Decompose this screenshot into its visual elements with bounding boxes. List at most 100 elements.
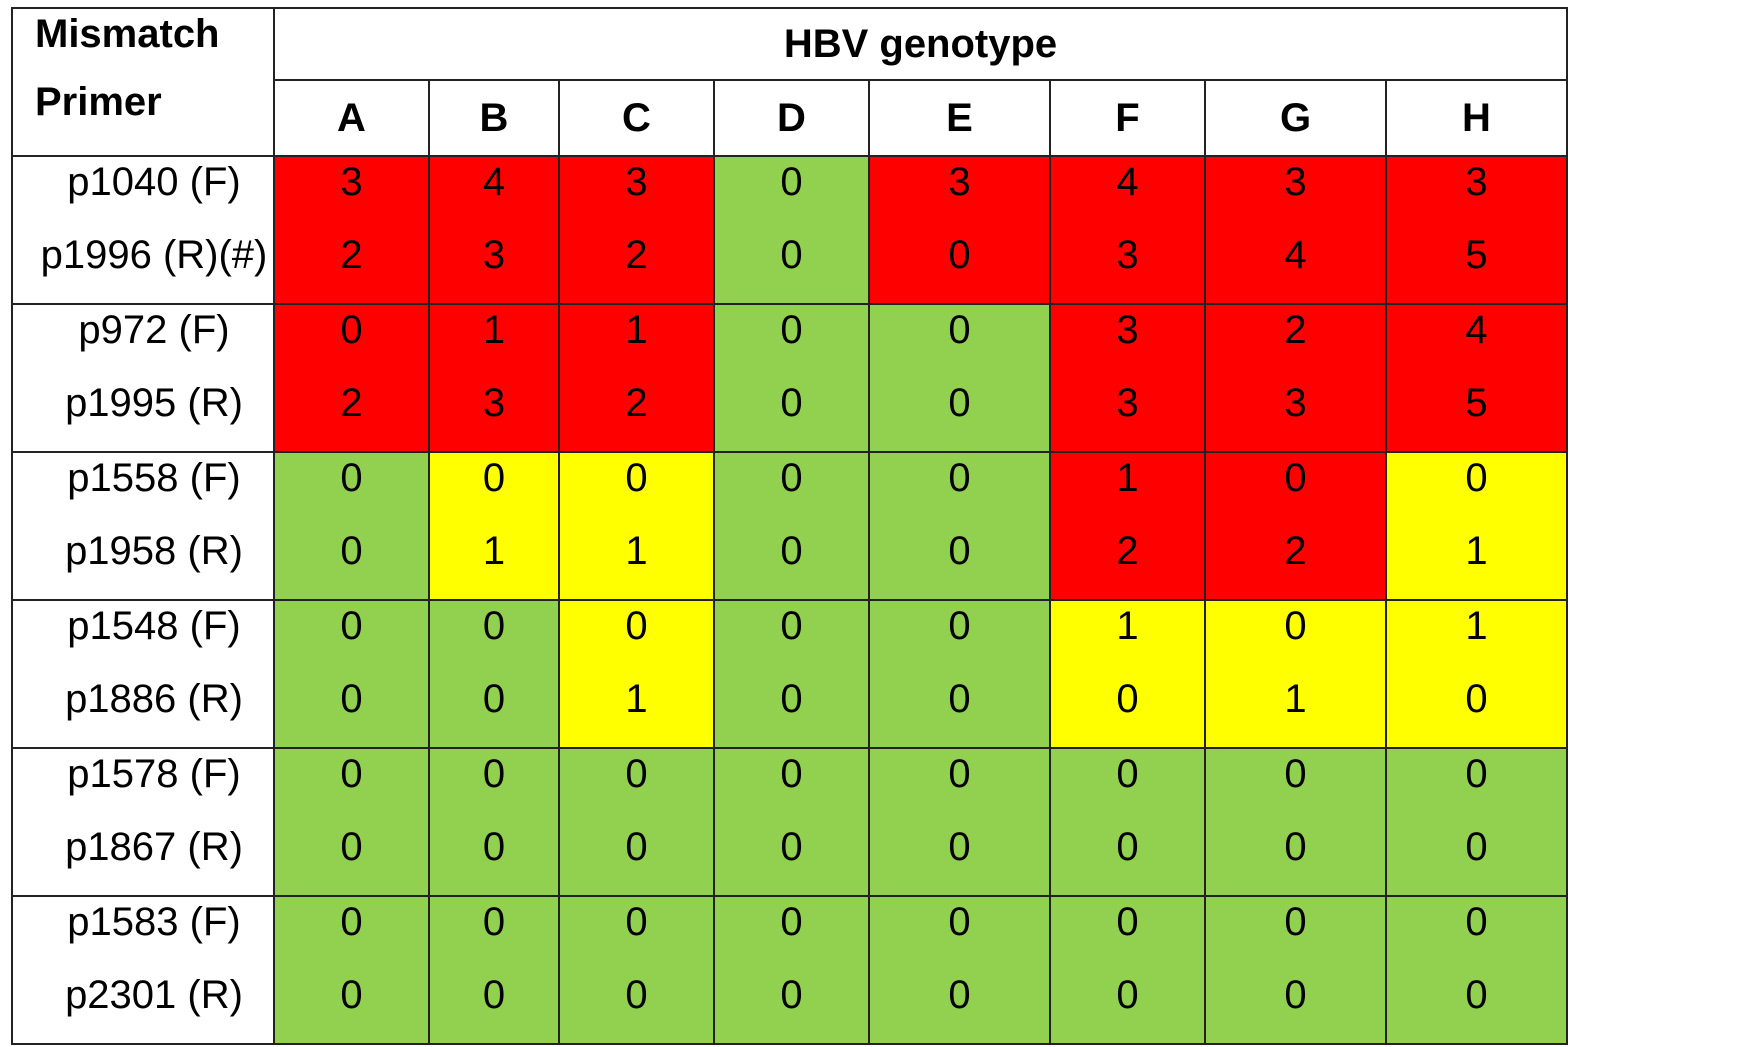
corner-label-mismatch: Mismatch xyxy=(35,12,220,56)
primer-pair-row: p1548 (F) p1886 (R) 0 0 0 0 0 1 0 0 0 0 1 0 0 1 1 0 xyxy=(11,599,1568,749)
mismatch-value: 0 xyxy=(1284,825,1307,869)
mismatch-value: 0 xyxy=(340,308,363,352)
mismatch-value: 0 xyxy=(625,900,648,944)
mismatch-value: 3 xyxy=(1116,233,1139,277)
primer-name: p1996 (R)(#) xyxy=(40,233,268,277)
mismatch-value: 1 xyxy=(1465,529,1488,573)
mismatch-value: 1 xyxy=(625,308,648,352)
mismatch-value: 0 xyxy=(1116,677,1139,721)
mismatch-value: 2 xyxy=(625,381,648,425)
mismatch-value: 0 xyxy=(625,604,648,648)
mismatch-value: 2 xyxy=(340,381,363,425)
mismatch-value: 0 xyxy=(1465,825,1488,869)
mismatch-value: 0 xyxy=(948,381,971,425)
primer-name: p1558 (F) xyxy=(67,456,241,500)
primer-pair-row: p1583 (F) p2301 (R) 0 0 0 0 0 0 0 0 0 0 0 0 0 0 0 0 xyxy=(11,895,1568,1045)
corner-label-primer: Primer xyxy=(35,80,162,124)
mismatch-value: 0 xyxy=(1465,973,1488,1017)
mismatch-value: 0 xyxy=(340,900,363,944)
mismatch-value: 1 xyxy=(1284,677,1307,721)
mismatch-value: 0 xyxy=(625,456,648,500)
mismatch-value: 0 xyxy=(780,381,803,425)
mismatch-value: 3 xyxy=(482,233,506,277)
mismatch-value: 0 xyxy=(340,529,363,573)
mismatch-value: 0 xyxy=(340,604,363,648)
mismatch-value: 0 xyxy=(482,456,506,500)
mismatch-value: 5 xyxy=(1465,381,1488,425)
primer-name: p1886 (R) xyxy=(65,677,243,721)
primer-pair-label: p1583 (F) p2301 (R) xyxy=(11,895,275,1045)
mismatch-value: 0 xyxy=(340,752,363,796)
mismatch-value: 0 xyxy=(482,752,506,796)
mismatch-value: 0 xyxy=(948,900,971,944)
corner-header: Mismatch Primer xyxy=(11,7,275,157)
mismatch-value: 0 xyxy=(482,973,506,1017)
mismatch-value: 0 xyxy=(780,308,803,352)
primer-name: p1867 (R) xyxy=(65,825,243,869)
mismatch-value: 0 xyxy=(625,973,648,1017)
mismatch-value: 3 xyxy=(1284,160,1307,204)
mismatch-value: 3 xyxy=(948,160,971,204)
primer-pair-label: p1548 (F) p1886 (R) xyxy=(11,599,275,749)
mismatch-value: 4 xyxy=(482,160,506,204)
mismatch-value: 0 xyxy=(948,308,971,352)
mismatch-value: 2 xyxy=(1284,308,1307,352)
primer-pair-row: p972 (F) p1995 (R) 0 2 1 3 1 2 0 0 0 0 3 3 2 3 4 5 xyxy=(11,303,1568,453)
mismatch-value: 0 xyxy=(780,604,803,648)
primer-name: p1583 (F) xyxy=(67,900,241,944)
mismatch-value: 0 xyxy=(780,233,803,277)
mismatch-value: 2 xyxy=(1284,529,1307,573)
mismatch-value: 0 xyxy=(482,604,506,648)
primer-pair-label: p1040 (F) p1996 (R)(#) xyxy=(11,155,275,305)
mismatch-value: 0 xyxy=(780,973,803,1017)
genotype-header-g: G xyxy=(1204,79,1387,157)
primer-pair-label: p1578 (F) p1867 (R) xyxy=(11,747,275,897)
mismatch-value: 2 xyxy=(340,233,363,277)
mismatch-value: 0 xyxy=(948,973,971,1017)
primer-pair-row: p1578 (F) p1867 (R) 0 0 0 0 0 0 0 0 0 0 0 0 0 0 0 0 xyxy=(11,747,1568,897)
mismatch-value: 0 xyxy=(1465,900,1488,944)
mismatch-value: 0 xyxy=(1116,752,1139,796)
mismatch-value: 1 xyxy=(1116,456,1139,500)
mismatch-value: 0 xyxy=(780,456,803,500)
mismatch-value: 0 xyxy=(340,973,363,1017)
mismatch-value: 0 xyxy=(1284,900,1307,944)
mismatch-value: 3 xyxy=(1116,308,1139,352)
mismatch-value: 3 xyxy=(482,381,506,425)
mismatch-value: 0 xyxy=(780,825,803,869)
mismatch-value: 0 xyxy=(780,529,803,573)
mismatch-value: 0 xyxy=(1465,677,1488,721)
mismatch-value: 0 xyxy=(1284,604,1307,648)
primer-pair-label: p972 (F) p1995 (R) xyxy=(11,303,275,453)
